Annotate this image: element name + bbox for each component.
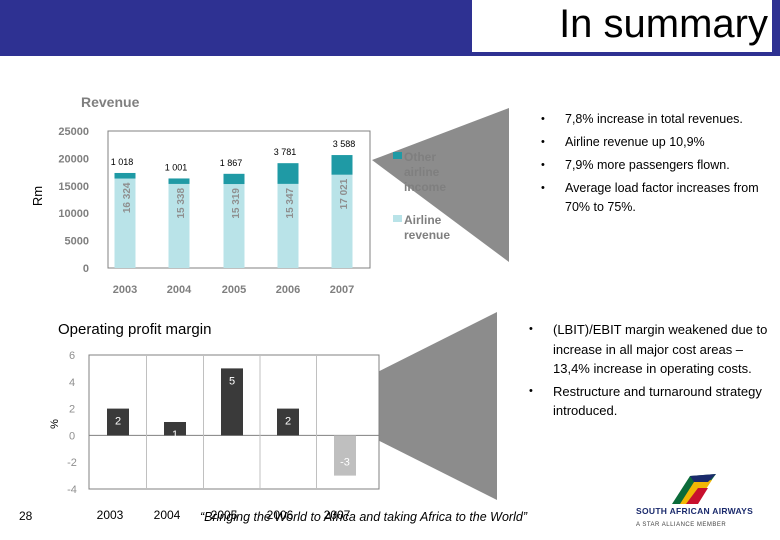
legend-swatch-airline-revenue [393, 215, 402, 222]
slide-title: In summary [472, 0, 772, 52]
bullet-item: • Airline revenue up 10,9% [541, 135, 705, 149]
bar-operating-margin [221, 368, 243, 436]
x-tick-label: 2003 [97, 508, 124, 522]
margin-plot-area [88, 354, 380, 490]
data-label-other-income: 3 781 [274, 147, 297, 157]
bar-other-income [223, 173, 245, 185]
margin-bullets-arrow [310, 312, 497, 500]
bar-other-income [331, 155, 353, 175]
bar-airline-revenue [331, 174, 353, 268]
revenue-bullets-arrow [372, 108, 509, 262]
bar-airline-revenue [277, 183, 299, 268]
x-tick-label: 2004 [167, 284, 192, 296]
slogan: “Bringing the World to Africa and taking… [200, 510, 527, 524]
revenue-y-axis-label: Rm [30, 186, 45, 206]
y-tick-label: 4 [69, 377, 75, 389]
bar-other-income [168, 178, 190, 184]
legend-label-other-income: Other airline income [404, 150, 446, 194]
legend-label-airline-revenue: Airline revenue [404, 213, 450, 242]
bullet-item: • Average load factor increases from 70% … [541, 181, 759, 214]
bullet-item: • 7,8% increase in total revenues. [541, 112, 743, 126]
x-tick-label: 2005 [222, 284, 246, 296]
data-label-airline-revenue: 16 324 [122, 182, 133, 213]
bar-operating-margin [277, 408, 299, 436]
logo-tagline: A STAR ALLIANCE MEMBER [636, 522, 727, 528]
data-label-airline-revenue: 15 319 [231, 188, 242, 219]
y-tick-label: 15000 [58, 181, 89, 193]
y-tick-label: 25000 [58, 126, 89, 138]
data-label-operating-margin: -3 [340, 457, 350, 469]
data-label-other-income: 3 588 [333, 139, 356, 149]
bar-other-income [277, 163, 299, 184]
bar-operating-margin [164, 422, 186, 436]
data-label-airline-revenue: 17 021 [339, 178, 350, 209]
flag-tail-icon [672, 474, 716, 504]
margin-y-axis-label: % [49, 419, 61, 429]
margin-chart-title: Operating profit margin [58, 321, 211, 338]
y-tick-label: 5000 [65, 236, 89, 248]
revenue-bullets: • 7,8% increase in total revenues. • Airli… [541, 110, 775, 221]
bullet-item: • 7,9% more passengers flown. [541, 158, 730, 172]
y-tick-label: 20000 [58, 153, 89, 165]
revenue-plot-area [107, 130, 371, 269]
y-tick-label: 6 [69, 350, 75, 362]
bullet-item: • (LBIT)/EBIT margin weakened due to incr… [529, 322, 768, 376]
y-tick-label: 10000 [58, 208, 89, 220]
y-tick-label: 0 [83, 263, 89, 275]
legend-swatch-other-income [393, 152, 402, 159]
data-label-operating-margin: 5 [229, 375, 235, 387]
airline-logo: SOUTH AFRICAN AIRWAYS A STAR ALLIANCE ME… [628, 472, 768, 534]
bar-operating-margin [334, 435, 356, 476]
y-tick-label: -2 [67, 457, 77, 469]
x-tick-label: 2007 [330, 284, 354, 296]
x-tick-label: 2003 [113, 284, 137, 296]
page-number: 28 [19, 509, 33, 523]
bar-airline-revenue [114, 178, 136, 268]
x-tick-label: 2004 [154, 508, 181, 522]
data-label-operating-margin: 1 [172, 429, 178, 441]
data-label-airline-revenue: 15 338 [176, 188, 187, 219]
y-tick-label: 0 [69, 430, 75, 442]
bar-other-income [114, 172, 136, 179]
data-label-operating-margin: 2 [285, 416, 291, 428]
bar-airline-revenue [168, 183, 190, 268]
data-label-operating-margin: 2 [115, 416, 121, 428]
y-tick-label: -4 [67, 484, 77, 496]
data-label-other-income: 1 867 [220, 158, 243, 168]
data-label-other-income: 1 018 [111, 157, 134, 167]
bullet-item: • Restructure and turnaround strategy int… [529, 383, 762, 419]
y-tick-label: 2 [69, 404, 75, 416]
revenue-chart-title: Revenue [81, 94, 140, 110]
logo-name: SOUTH AFRICAN AIRWAYS [636, 506, 754, 516]
bar-operating-margin [107, 408, 129, 436]
data-label-other-income: 1 001 [165, 162, 188, 172]
margin-bullets: • (LBIT)/EBIT margin weakened due to incr… [529, 320, 768, 424]
bar-airline-revenue [223, 184, 245, 268]
x-tick-label: 2006 [276, 284, 300, 296]
data-label-airline-revenue: 15 347 [285, 187, 296, 218]
